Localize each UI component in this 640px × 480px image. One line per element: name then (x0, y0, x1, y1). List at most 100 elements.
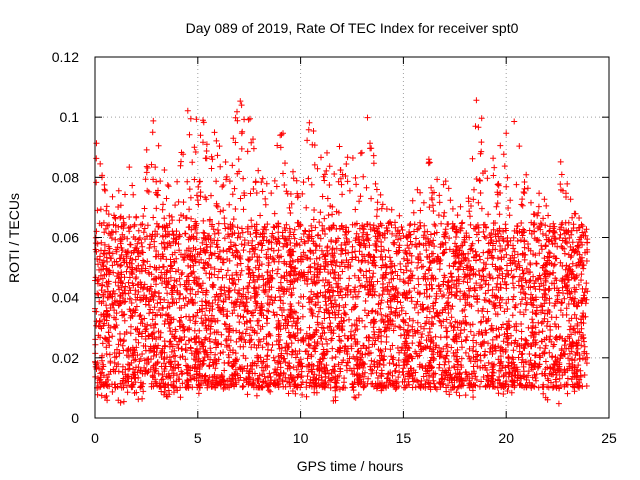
data-point (526, 351, 533, 357)
data-point (344, 178, 351, 185)
data-point (443, 316, 450, 323)
data-point (411, 304, 418, 311)
data-point (308, 309, 315, 316)
data-point (452, 228, 459, 235)
data-point (264, 307, 271, 314)
data-point (321, 351, 328, 358)
data-point (461, 271, 468, 278)
data-point (239, 128, 246, 135)
data-point (284, 313, 291, 320)
data-point (338, 181, 345, 188)
data-point (288, 292, 294, 299)
data-point (506, 355, 512, 362)
data-point (283, 242, 290, 249)
data-point (478, 115, 485, 122)
data-point (369, 307, 376, 314)
data-point (441, 274, 448, 281)
data-point (229, 162, 236, 169)
data-point (135, 262, 142, 269)
data-point (257, 212, 264, 219)
data-point (282, 359, 289, 366)
data-point (127, 314, 134, 321)
data-point (550, 269, 557, 276)
data-point (503, 300, 510, 307)
data-point (287, 313, 293, 320)
data-point (267, 379, 274, 386)
data-point (259, 230, 266, 237)
data-point (265, 374, 271, 381)
data-point (149, 233, 156, 240)
data-point (416, 352, 423, 359)
data-point (404, 242, 411, 249)
data-point (184, 178, 191, 185)
data-point (573, 227, 580, 234)
data-point (417, 323, 424, 330)
data-point (242, 355, 249, 362)
data-point (287, 263, 294, 270)
data-point (521, 190, 528, 197)
data-point (530, 273, 537, 280)
data-point (525, 241, 531, 247)
data-point (543, 202, 550, 209)
data-point (179, 380, 186, 387)
data-point (226, 201, 233, 208)
data-point (519, 252, 526, 258)
data-point (169, 367, 176, 374)
data-point (373, 369, 380, 376)
data-point (437, 349, 444, 356)
data-point (109, 262, 116, 269)
data-point (491, 164, 498, 171)
data-point (125, 279, 132, 286)
data-point (453, 333, 459, 340)
data-point (339, 268, 346, 275)
data-point (193, 222, 199, 229)
data-point (325, 375, 332, 382)
data-point (510, 245, 517, 252)
data-point (217, 163, 224, 170)
data-point (432, 370, 439, 377)
data-point (230, 216, 237, 223)
data-point (458, 220, 465, 227)
data-point (430, 237, 437, 244)
data-point (110, 229, 117, 236)
data-point (452, 370, 459, 377)
data-point (407, 238, 414, 245)
data-point (201, 336, 208, 343)
data-point (214, 301, 221, 308)
data-point (579, 223, 586, 230)
data-point (137, 294, 143, 301)
data-point (523, 376, 530, 383)
data-point (467, 246, 474, 253)
data-point (147, 306, 154, 313)
data-point (93, 308, 100, 315)
data-point (188, 215, 195, 222)
data-point (246, 270, 253, 277)
data-point (338, 326, 345, 333)
data-point (327, 203, 334, 209)
data-point (122, 191, 128, 198)
data-point (207, 345, 214, 352)
data-point (467, 285, 474, 292)
data-point (238, 145, 245, 152)
data-point (169, 251, 176, 258)
data-point (389, 230, 396, 237)
data-point (262, 195, 269, 202)
data-point (234, 262, 241, 268)
data-point (294, 384, 301, 391)
data-point (570, 271, 577, 278)
data-point (235, 377, 242, 384)
data-point (473, 280, 480, 287)
data-point (142, 176, 149, 183)
data-point (492, 263, 499, 270)
data-point (386, 325, 393, 332)
data-point (561, 337, 568, 344)
data-point (459, 344, 465, 351)
data-point (106, 351, 113, 358)
data-point (507, 197, 514, 204)
data-point (190, 233, 197, 240)
data-point (208, 271, 215, 278)
data-point (113, 258, 120, 265)
data-point (412, 369, 419, 376)
data-point (336, 372, 343, 379)
data-point (207, 356, 214, 363)
